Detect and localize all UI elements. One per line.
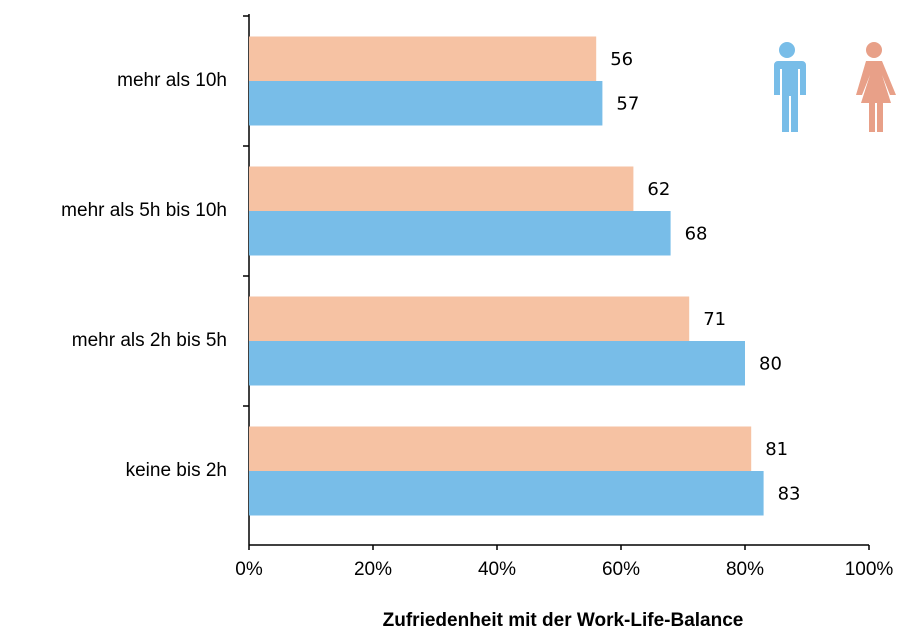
value-label: 68 bbox=[685, 223, 708, 244]
male-icon bbox=[772, 42, 806, 132]
female-icon bbox=[856, 42, 896, 132]
bar bbox=[249, 81, 603, 126]
bar bbox=[249, 296, 690, 341]
value-label: 80 bbox=[759, 353, 782, 374]
value-label: 71 bbox=[703, 309, 726, 330]
bar bbox=[249, 211, 671, 256]
value-label: 62 bbox=[647, 179, 670, 200]
value-label: 81 bbox=[765, 439, 788, 460]
x-axis-title: Zufriedenheit mit der Work-Life-Balance bbox=[383, 610, 744, 631]
y-tick-label: mehr als 10h bbox=[117, 70, 227, 91]
y-tick-label: keine bis 2h bbox=[126, 460, 227, 481]
bar bbox=[249, 426, 752, 471]
y-tick-label: mehr als 5h bis 10h bbox=[61, 200, 227, 221]
x-tick-label: 40% bbox=[478, 559, 516, 580]
y-tick-label: mehr als 2h bis 5h bbox=[72, 330, 227, 351]
x-tick-label: 100% bbox=[845, 559, 894, 580]
x-tick-label: 60% bbox=[602, 559, 640, 580]
x-tick-label: 20% bbox=[354, 559, 392, 580]
value-label: 83 bbox=[778, 483, 801, 504]
bar bbox=[249, 471, 764, 516]
bar bbox=[249, 341, 745, 386]
bar bbox=[249, 166, 634, 211]
value-label: 56 bbox=[610, 49, 633, 70]
bar bbox=[249, 36, 597, 81]
x-tick-label: 80% bbox=[726, 559, 764, 580]
x-tick-label: 0% bbox=[235, 559, 263, 580]
value-label: 57 bbox=[616, 93, 639, 114]
